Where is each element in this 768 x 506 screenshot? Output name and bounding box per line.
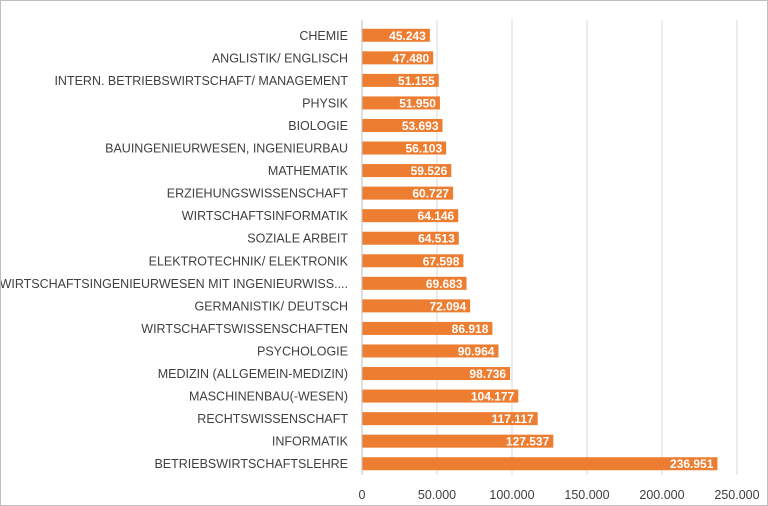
bar [362, 186, 454, 200]
data-label: 59.526 [411, 164, 448, 178]
bars: 45.243 47.480 51.155 51.950 53.693 56.103 59.5… [362, 28, 718, 471]
category-label: SOZIALE ARBEIT [247, 232, 348, 246]
category-label: PHYSIK [302, 96, 349, 110]
data-label: 47.480 [393, 51, 430, 65]
bar [362, 231, 459, 245]
bar [362, 118, 443, 132]
bar [362, 164, 452, 178]
data-label: 127.537 [506, 435, 550, 449]
x-tick-label: 100.000 [489, 488, 534, 502]
bar [362, 367, 511, 381]
category-label: GERMANISTIK/ DEUTSCH [195, 299, 349, 313]
category-label: ANGLISTIK/ ENGLISCH [212, 51, 348, 65]
data-label: 51.950 [399, 96, 436, 110]
category-label: MASCHINENBAU(-WESEN) [189, 390, 348, 404]
gridlines [436, 20, 738, 475]
category-label: WIRTSCHAFTSWISSENSCHAFTEN [141, 322, 348, 336]
data-label: 64.513 [418, 232, 455, 246]
category-label: BETRIEBSWIRTSCHAFTSLEHRE [154, 457, 348, 471]
bar [362, 209, 459, 223]
x-tick-label: 250.000 [714, 488, 759, 502]
bar [362, 73, 439, 87]
category-label: MEDIZIN (ALLGEMEIN-MEDIZIN) [158, 367, 348, 381]
bar [362, 51, 434, 65]
x-tick-label: 50.000 [418, 488, 456, 502]
bar [362, 344, 499, 358]
bar [362, 96, 440, 110]
bar [362, 28, 430, 42]
x-tick-label: 200.000 [639, 488, 684, 502]
category-label: ELEKTROTECHNIK/ ELEKTRONIK [149, 254, 349, 268]
category-label: BAUINGENIEURWESEN, INGENIEURBAU [105, 142, 348, 156]
bar [362, 276, 467, 290]
data-label: 64.146 [418, 209, 455, 223]
data-label: 90.964 [458, 344, 495, 358]
data-label: 56.103 [405, 142, 442, 156]
x-tick-label: 150.000 [564, 488, 609, 502]
category-label: INTERN. BETRIEBSWIRTSCHAFT/ MANAGEMENT [54, 74, 348, 88]
category-label: MATHEMATIK [268, 164, 349, 178]
bar [362, 321, 493, 335]
bar [362, 141, 447, 155]
data-label: 67.598 [423, 254, 460, 268]
category-label: ERZIEHUNGSWISSENSCHAFT [167, 187, 349, 201]
bar [362, 457, 718, 471]
data-label: 53.693 [402, 119, 439, 133]
bar [362, 254, 464, 268]
bar [362, 412, 538, 426]
category-label: INFORMATIK [272, 435, 349, 449]
data-label: 86.918 [452, 322, 489, 336]
data-label: 51.155 [398, 74, 435, 88]
data-label: 60.727 [412, 187, 449, 201]
category-label: WIRTSCHAFTSINFORMATIK [182, 209, 349, 223]
x-tick-label: 0 [359, 488, 366, 502]
data-label: 72.094 [429, 299, 466, 313]
category-label: WIRTSCHAFTSINGENIEURWESEN MIT INGENIEURW… [1, 277, 348, 291]
data-label: 98.736 [469, 367, 506, 381]
data-label: 236.951 [670, 457, 714, 471]
category-label: CHEMIE [299, 29, 348, 43]
category-label: RECHTSWISSENSCHAFT [197, 412, 348, 426]
bar [362, 299, 471, 313]
data-label: 69.683 [426, 277, 463, 291]
data-label: 45.243 [389, 29, 426, 43]
bar [362, 389, 519, 403]
bar [362, 434, 554, 448]
x-axis-tick-labels: 0 50.000 100.000 150.000 200.000 250.000 [359, 488, 760, 502]
data-label: 117.117 [492, 412, 534, 426]
category-labels: CHEMIE ANGLISTIK/ ENGLISCH INTERN. BETRIEB… [1, 29, 349, 471]
data-label: 104.177 [471, 390, 515, 404]
category-label: BIOLOGIE [288, 119, 348, 133]
category-label: PSYCHOLOGIE [257, 344, 348, 358]
